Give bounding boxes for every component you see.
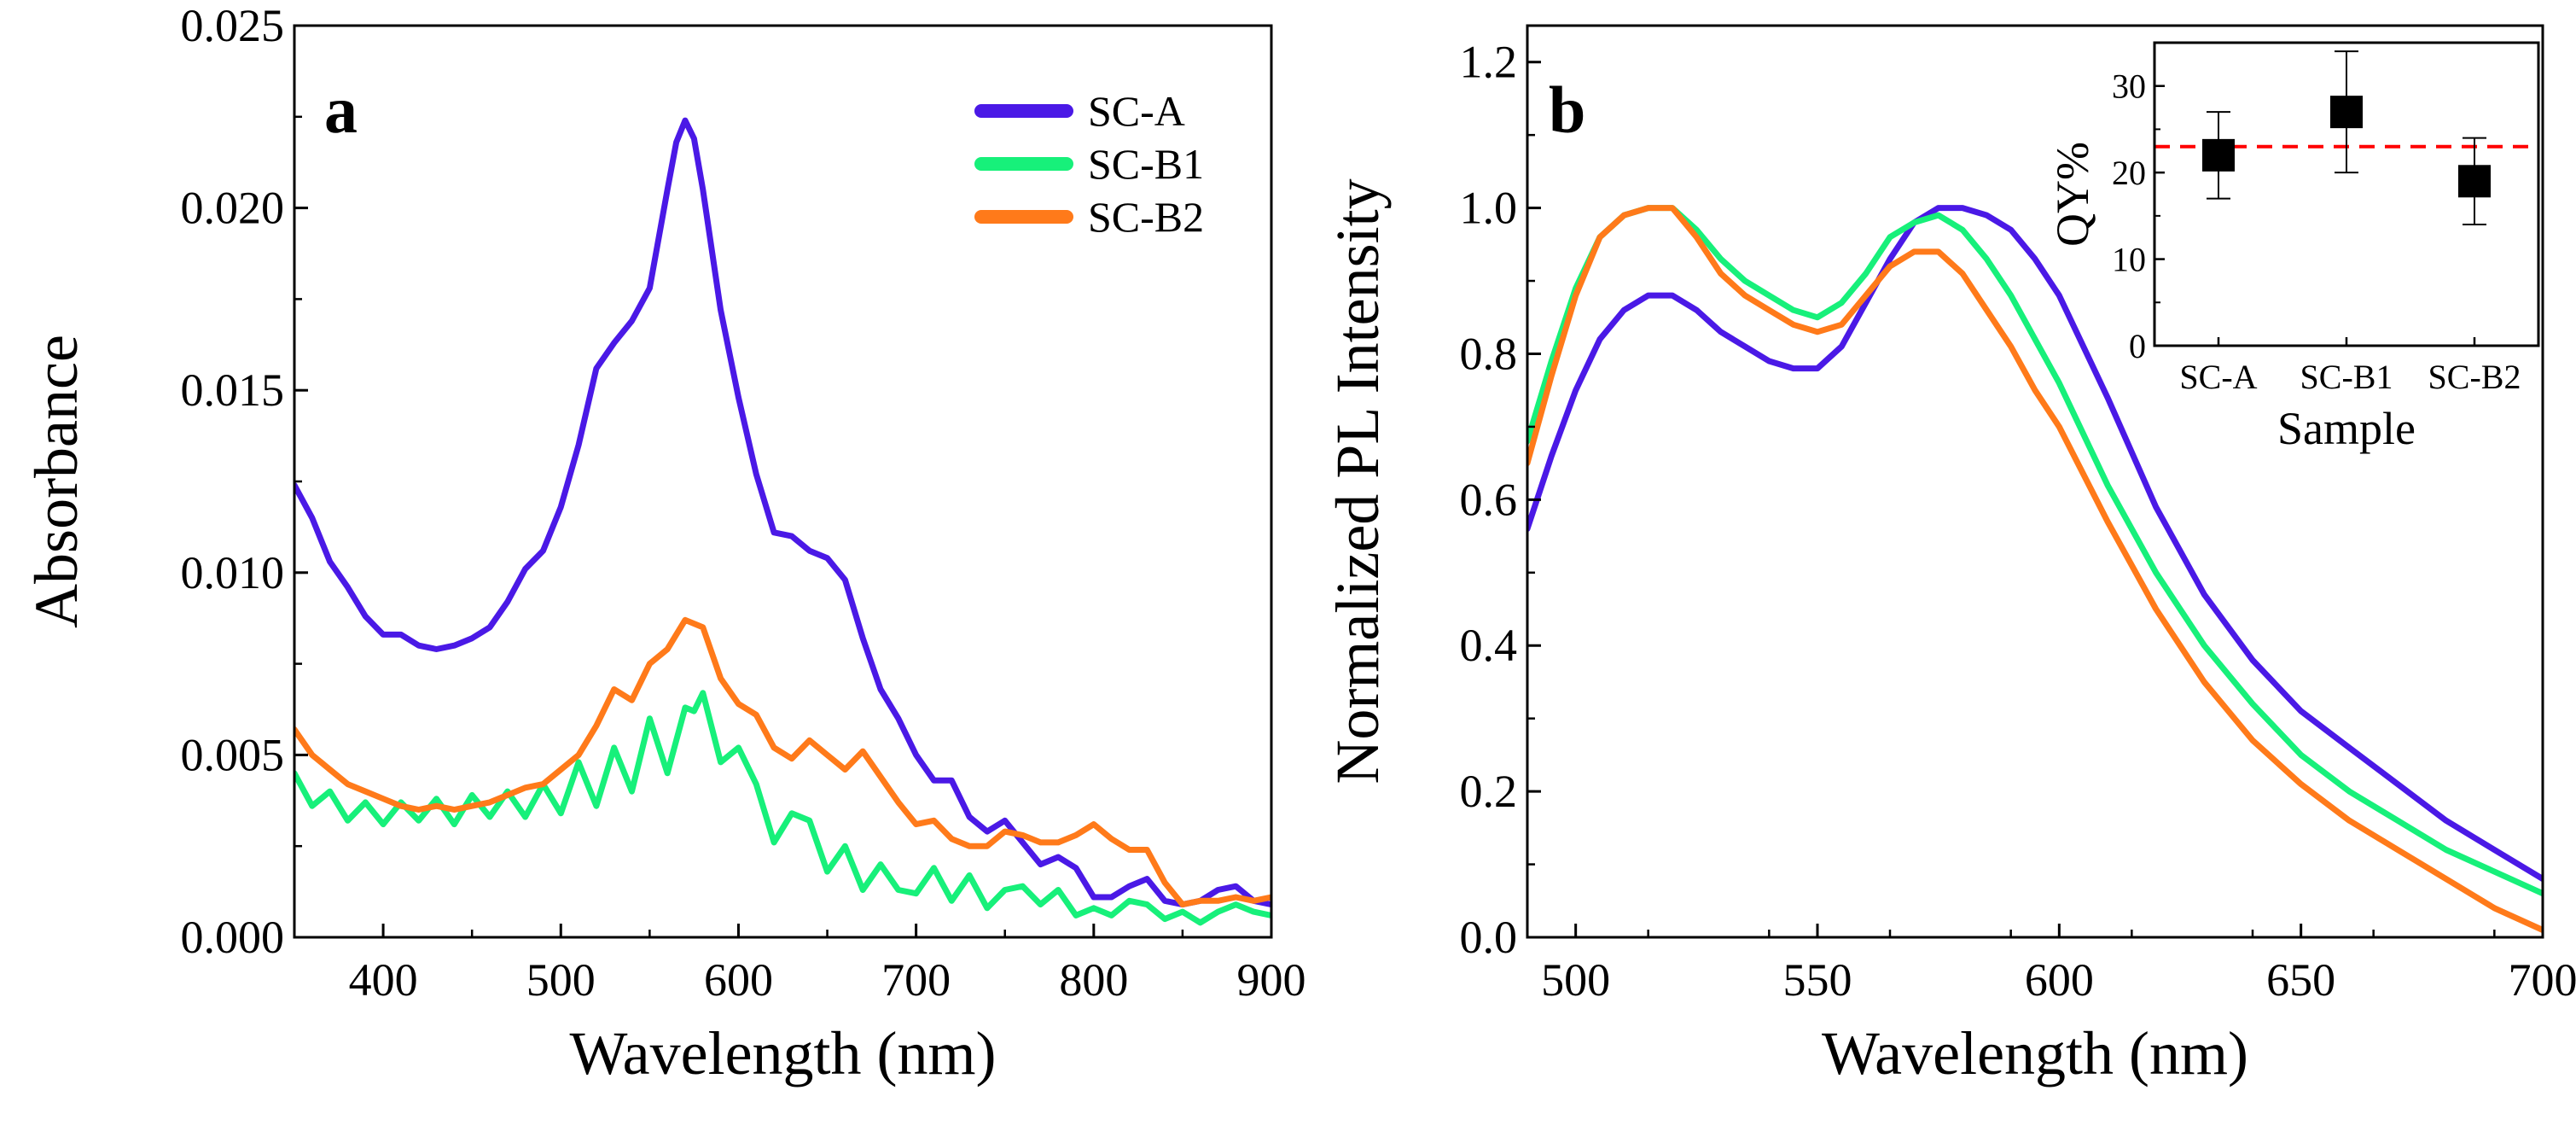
series-line-a-sc-b1 [294, 690, 1271, 926]
y-tick-label-a: 0.010 [181, 547, 285, 598]
y-tick-label-a: 0.025 [181, 0, 285, 51]
inset-point-sc-b1 [2330, 96, 2363, 129]
y-tick-label-a: 0.015 [181, 364, 285, 416]
x-tick-label-b: 500 [1541, 954, 1610, 1006]
y-tick-label-b: 0.2 [1460, 766, 1518, 817]
x-axis-label-b: Wavelength (nm) [1822, 1019, 2248, 1088]
legend-label-sc-a: SC-A [1088, 87, 1185, 135]
inset-x-tick-label: SC-B2 [2428, 358, 2521, 396]
series-line-a-sc-a [294, 117, 1271, 908]
y-tick-label-b: 0.0 [1460, 912, 1518, 963]
y-tick-label-a: 0.000 [181, 912, 285, 963]
inset-y-tick-label: 30 [2112, 67, 2146, 106]
x-tick-label-a: 900 [1237, 954, 1306, 1006]
x-tick-label-a: 600 [704, 954, 773, 1006]
inset-y-tick-label: 20 [2112, 154, 2146, 192]
inset-frame [2153, 41, 2540, 347]
legend-label-sc-b1: SC-B1 [1088, 140, 1204, 188]
series-line-b-sc-b2 [1527, 205, 2543, 933]
x-tick-label-a: 700 [881, 954, 951, 1006]
y-tick-label-b: 1.2 [1460, 37, 1518, 88]
inset-x-tick-label: SC-B1 [2300, 358, 2393, 396]
y-tick-label-b: 0.8 [1460, 328, 1518, 379]
plot-frame-b [1526, 24, 2544, 939]
x-axis-label-a: Wavelength (nm) [569, 1019, 996, 1088]
y-tick-label-b: 1.0 [1460, 183, 1518, 234]
y-axis-label-b: Normalized PL Intensity [1323, 178, 1392, 784]
inset-y-tick-label: 10 [2112, 241, 2146, 279]
y-tick-label-b: 0.6 [1460, 474, 1518, 525]
y-tick-label-b: 0.4 [1460, 620, 1518, 671]
inset-x-axis-label: Sample [2277, 403, 2416, 454]
x-tick-label-b: 550 [1783, 954, 1852, 1006]
inset-y-axis-label: QY% [2047, 142, 2098, 247]
x-tick-label-b: 600 [2025, 954, 2094, 1006]
x-tick-label-b: 650 [2266, 954, 2335, 1006]
legend-label-sc-b2: SC-B2 [1088, 193, 1204, 241]
panel-label-a: a [324, 73, 358, 147]
y-tick-label-a: 0.005 [181, 729, 285, 780]
x-tick-label-b: 700 [2509, 954, 2576, 1006]
x-tick-label-a: 800 [1059, 954, 1128, 1006]
inset-x-tick-label: SC-A [2179, 358, 2257, 396]
y-tick-label-a: 0.020 [181, 183, 285, 234]
x-tick-label-a: 400 [349, 954, 418, 1006]
inset-point-sc-a [2202, 138, 2235, 172]
inset-point-sc-b2 [2458, 165, 2491, 198]
inset-y-tick-label: 0 [2129, 327, 2146, 365]
x-tick-label-a: 500 [526, 954, 596, 1006]
series-line-a-sc-b2 [294, 616, 1271, 908]
y-axis-label-a: Absorbance [22, 335, 90, 628]
panel-label-b: b [1549, 73, 1585, 147]
